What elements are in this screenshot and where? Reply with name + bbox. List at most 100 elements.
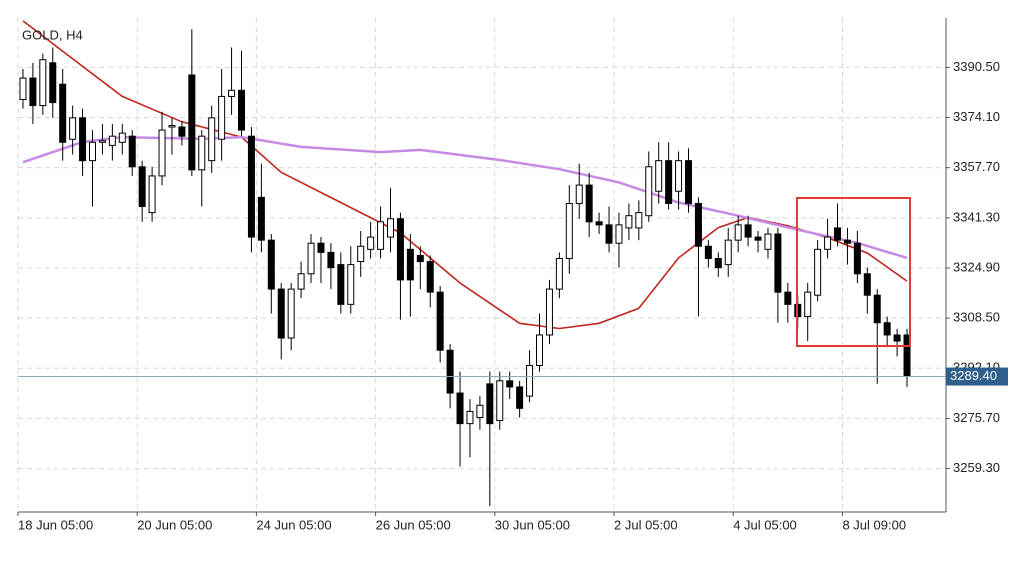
candle-body: [734, 224, 742, 241]
last-price-box: [946, 367, 1008, 386]
x-tick-label: 24 Jun 05:00: [256, 517, 331, 532]
marks: [18, 20, 946, 507]
candle-body: [694, 202, 702, 247]
candle-body: [118, 132, 126, 143]
candle-body: [516, 386, 524, 409]
candle-body: [277, 288, 285, 339]
candle-body: [635, 212, 643, 229]
x-tick-label: 8 Jul 09:00: [842, 517, 906, 532]
candle-body: [98, 140, 106, 143]
candle-body: [257, 196, 265, 241]
candle-body: [89, 141, 96, 162]
candle-body: [317, 242, 325, 253]
candle-body: [714, 258, 722, 269]
x-tick-label: 20 Jun 05:00: [137, 517, 212, 532]
candle-body: [39, 59, 47, 107]
candle-body: [287, 288, 295, 339]
candle-body: [218, 95, 226, 140]
candle-body: [555, 258, 563, 290]
candle-body: [863, 273, 871, 296]
candle-body: [585, 184, 593, 223]
candle-body: [625, 215, 633, 229]
candle-body: [536, 334, 543, 367]
candle-body: [337, 264, 345, 305]
candle-body: [238, 89, 245, 131]
grid: [17, 18, 950, 516]
candle-body: [446, 349, 454, 394]
candle-body: [893, 334, 901, 342]
candle-body: [158, 129, 166, 177]
candle-body: [456, 392, 464, 425]
candle-body: [764, 233, 772, 250]
candle-body: [704, 245, 712, 260]
candle-body: [655, 160, 663, 192]
candle-body: [19, 77, 27, 100]
candle-body: [307, 242, 315, 275]
y-tick-label: 3259.30: [953, 460, 1000, 475]
candle-body: [49, 62, 57, 104]
candle-body: [436, 291, 444, 351]
candle-body: [29, 77, 37, 107]
candle-body: [208, 117, 216, 162]
candle-body: [466, 410, 474, 425]
candle-body: [148, 175, 156, 214]
candle-body: [526, 365, 534, 397]
candle-body: [396, 218, 404, 281]
candle-body: [853, 242, 861, 275]
last-price-label: 3289.40: [950, 368, 997, 383]
y-tick-label: 3390.50: [953, 59, 1000, 74]
y-tick-label: 3275.70: [953, 410, 1000, 425]
candle-body: [645, 166, 653, 217]
y-tick-label: 3324.90: [953, 259, 1000, 274]
candle-body: [59, 83, 67, 143]
candle-body: [247, 135, 255, 238]
candle-body: [804, 291, 812, 318]
x-tick-label: 18 Jun 05:00: [18, 517, 93, 532]
candle-body: [834, 227, 841, 241]
candle-body: [188, 74, 196, 171]
candle-body: [128, 135, 136, 168]
highlight-box: [796, 197, 911, 347]
candle-body: [347, 264, 355, 305]
candle-body: [605, 224, 613, 244]
candle-body: [476, 404, 484, 419]
chart-title: GOLD, H4: [22, 27, 83, 42]
x-tick-label: 26 Jun 05:00: [376, 517, 451, 532]
y-tick-label: 3357.70: [953, 159, 1000, 174]
candle-body: [545, 288, 553, 336]
candle-body: [426, 261, 434, 293]
candle-body: [506, 380, 514, 388]
candle-body: [108, 135, 116, 146]
candle-body: [595, 221, 603, 226]
candle-body: [406, 248, 414, 281]
candle-body: [377, 221, 385, 250]
candle-body: [387, 218, 394, 238]
candle-body: [496, 380, 504, 422]
candle-body: [367, 236, 375, 250]
candle-body: [357, 245, 365, 263]
x-tick-label: 4 Jul 05:00: [733, 517, 797, 532]
candle-body: [754, 236, 762, 241]
candle-body: [685, 160, 692, 204]
candle-body: [267, 239, 275, 290]
candle-body: [824, 236, 832, 250]
candle-body: [168, 124, 176, 128]
candle-body: [178, 126, 186, 137]
x-tick-label: 2 Jul 05:00: [614, 517, 678, 532]
candle-body: [724, 239, 732, 266]
candle-body: [883, 322, 891, 336]
candle-body: [416, 254, 424, 263]
candle-body: [744, 224, 752, 238]
y-tick-label: 3374.10: [953, 109, 1000, 124]
candle-body: [843, 239, 851, 244]
candle-body: [486, 383, 494, 425]
x-tick-label: 30 Jun 05:00: [495, 517, 570, 532]
candle-body: [615, 224, 623, 244]
candle-body: [675, 160, 683, 192]
candle-body: [575, 184, 583, 204]
candle-body: [138, 166, 146, 208]
candle-body: [784, 291, 792, 305]
candle-body: [873, 294, 881, 324]
